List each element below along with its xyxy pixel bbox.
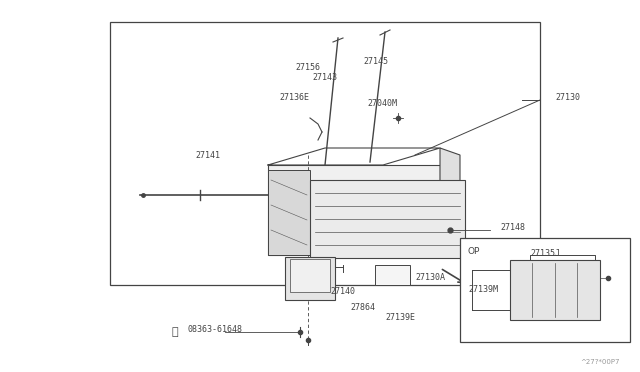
Text: 27040M: 27040M: [367, 99, 397, 108]
Text: Ⓢ: Ⓢ: [172, 327, 179, 337]
Bar: [460, 238, 630, 342]
Text: 27139M: 27139M: [468, 285, 498, 295]
Text: 27130A: 27130A: [415, 273, 445, 282]
Bar: [510, 260, 600, 320]
Bar: [268, 165, 440, 255]
Text: 27143: 27143: [312, 73, 337, 81]
Bar: [375, 265, 410, 285]
Text: OP: OP: [468, 247, 481, 257]
Text: 08363-61648: 08363-61648: [188, 326, 243, 334]
Text: 27141: 27141: [195, 151, 220, 160]
Polygon shape: [440, 148, 460, 255]
Text: 27139E: 27139E: [385, 312, 415, 321]
Text: 27156: 27156: [295, 62, 320, 71]
Bar: [268, 170, 310, 255]
Text: ^27?*00P7: ^27?*00P7: [580, 359, 620, 365]
Text: 27136E: 27136E: [279, 93, 309, 103]
Text: 27864: 27864: [350, 302, 375, 311]
Bar: [285, 257, 335, 300]
Text: 27130: 27130: [555, 93, 580, 102]
Text: 27135J: 27135J: [530, 248, 560, 257]
Text: 27140: 27140: [330, 288, 355, 296]
Text: 27148: 27148: [500, 224, 525, 232]
Bar: [290, 259, 330, 292]
Bar: [110, 22, 540, 285]
Text: 27145: 27145: [363, 58, 388, 67]
Bar: [310, 180, 465, 258]
